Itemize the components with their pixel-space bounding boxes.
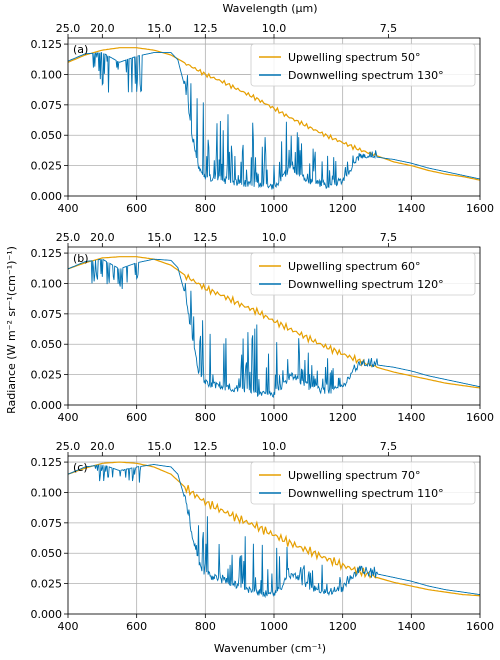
y-tick-label: 0.100 bbox=[31, 486, 63, 499]
top-tick-label: 20.0 bbox=[90, 440, 115, 453]
top-tick-label: 20.0 bbox=[90, 231, 115, 244]
top-tick-label: 7.5 bbox=[380, 440, 398, 453]
y-tick-label: 0.000 bbox=[31, 190, 63, 203]
top-tick-label: 15.0 bbox=[147, 440, 172, 453]
top-tick-label: 7.5 bbox=[380, 231, 398, 244]
y-tick-label: 0.125 bbox=[31, 456, 63, 469]
x-tick-label: 600 bbox=[126, 202, 147, 215]
upwelling-series-line bbox=[68, 461, 480, 597]
legend-entry: Downwelling spectrum 110° bbox=[288, 487, 444, 500]
x-tick-label: 800 bbox=[195, 411, 216, 424]
top-tick-label: 7.5 bbox=[380, 22, 398, 35]
panel-label: (a) bbox=[73, 43, 88, 56]
x-tick-label: 400 bbox=[58, 202, 79, 215]
y-tick-label: 0.075 bbox=[31, 99, 63, 112]
chart-panel-1: 400 600 800 1000 1200 1400 1600 0.000 0.025 0.050… bbox=[31, 22, 495, 215]
panel-label: (b) bbox=[73, 252, 89, 265]
x-tick-label: 400 bbox=[58, 620, 79, 633]
upwelling-series-line bbox=[68, 47, 480, 181]
y-tick-label: 0.125 bbox=[31, 38, 63, 51]
x-axis-label: Wavenumber (cm⁻¹) bbox=[214, 642, 326, 655]
top-tick-label: 25.0 bbox=[56, 22, 81, 35]
x-tick-label: 1400 bbox=[397, 411, 425, 424]
x-tick-label: 1600 bbox=[466, 411, 494, 424]
x-tick-label: 1200 bbox=[329, 411, 357, 424]
x-tick-label: 400 bbox=[58, 411, 79, 424]
series-group bbox=[68, 256, 480, 399]
series-group bbox=[68, 461, 480, 599]
x-tick-label: 1000 bbox=[260, 411, 288, 424]
top-tick-label: 20.0 bbox=[90, 22, 115, 35]
y-tick-label: 0.050 bbox=[31, 338, 63, 351]
y-axis-label: Radiance (W m⁻² sr⁻¹(cm⁻¹)⁻¹) bbox=[5, 246, 18, 414]
legend-entry: Downwelling spectrum 130° bbox=[288, 69, 444, 82]
legend-box bbox=[250, 43, 476, 87]
legend: Upwelling spectrum 50° Downwelling spectr… bbox=[250, 43, 476, 87]
y-tick-label: 0.100 bbox=[31, 277, 63, 290]
panel-label: (c) bbox=[73, 461, 88, 474]
downwelling-series-line bbox=[68, 464, 480, 599]
y-tick-label: 0.025 bbox=[31, 160, 63, 173]
x-tick-label: 1000 bbox=[260, 620, 288, 633]
y-tick-label: 0.125 bbox=[31, 247, 63, 260]
x-tick-label: 1600 bbox=[466, 620, 494, 633]
top-tick-label: 15.0 bbox=[147, 22, 172, 35]
legend: Upwelling spectrum 70° Downwelling spectr… bbox=[250, 461, 476, 505]
x-tick-label: 1000 bbox=[260, 202, 288, 215]
legend-entry: Upwelling spectrum 70° bbox=[288, 469, 420, 482]
top-axis-label: Wavelength (μm) bbox=[222, 2, 317, 15]
y-tick-label: 0.000 bbox=[31, 399, 63, 412]
y-tick-label: 0.025 bbox=[31, 578, 63, 591]
y-tick-label: 0.050 bbox=[31, 129, 63, 142]
x-tick-label: 600 bbox=[126, 620, 147, 633]
y-tick-label: 0.100 bbox=[31, 68, 63, 81]
x-tick-label: 1200 bbox=[329, 620, 357, 633]
top-tick-label: 25.0 bbox=[56, 440, 81, 453]
x-tick-label: 1600 bbox=[466, 202, 494, 215]
legend-entry: Upwelling spectrum 60° bbox=[288, 260, 420, 273]
legend-entry: Downwelling spectrum 120° bbox=[288, 278, 444, 291]
legend: Upwelling spectrum 60° Downwelling spectr… bbox=[250, 252, 476, 296]
y-tick-label: 0.075 bbox=[31, 308, 63, 321]
downwelling-series-line bbox=[68, 258, 480, 399]
x-tick-label: 1200 bbox=[329, 202, 357, 215]
series-group bbox=[68, 47, 480, 190]
top-tick-label: 10.0 bbox=[262, 440, 287, 453]
downwelling-series-line bbox=[68, 52, 480, 190]
y-tick-label: 0.025 bbox=[31, 369, 63, 382]
x-tick-label: 1400 bbox=[397, 620, 425, 633]
top-tick-label: 10.0 bbox=[262, 231, 287, 244]
y-tick-label: 0.000 bbox=[31, 608, 63, 621]
chart-panel-2: 400 600 800 1000 1200 1400 1600 0.000 0.025 0.050… bbox=[31, 231, 495, 424]
x-tick-label: 800 bbox=[195, 202, 216, 215]
legend-entry: Upwelling spectrum 50° bbox=[288, 51, 420, 64]
x-tick-label: 600 bbox=[126, 411, 147, 424]
chart-panel-3: 400 600 800 1000 1200 1400 1600 0.000 0.025 0.050… bbox=[31, 440, 495, 633]
top-tick-label: 12.5 bbox=[193, 440, 218, 453]
top-tick-label: 10.0 bbox=[262, 22, 287, 35]
legend-box bbox=[250, 461, 476, 505]
y-tick-label: 0.050 bbox=[31, 547, 63, 560]
y-tick-label: 0.075 bbox=[31, 517, 63, 530]
top-tick-label: 12.5 bbox=[193, 231, 218, 244]
top-tick-label: 15.0 bbox=[147, 231, 172, 244]
upwelling-series-line bbox=[68, 256, 480, 389]
top-tick-label: 25.0 bbox=[56, 231, 81, 244]
x-tick-label: 800 bbox=[195, 620, 216, 633]
x-tick-label: 1400 bbox=[397, 202, 425, 215]
legend-box bbox=[250, 252, 476, 296]
top-tick-label: 12.5 bbox=[193, 22, 218, 35]
